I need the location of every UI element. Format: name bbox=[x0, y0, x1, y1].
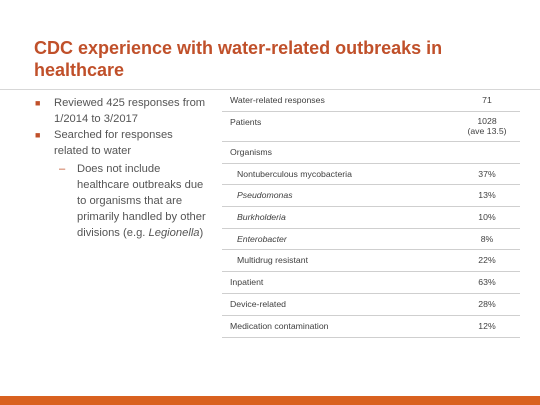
table-row: Inpatient 63% bbox=[222, 271, 520, 294]
row-label: Pseudomonas bbox=[222, 184, 454, 207]
row-value: 13% bbox=[454, 184, 520, 207]
organism-name: Enterobacter bbox=[237, 233, 287, 244]
square-bullet-icon: ■ bbox=[35, 130, 41, 140]
table-row: Patients 1028 (ave 13.5) bbox=[222, 111, 520, 142]
row-value: 37% bbox=[454, 163, 520, 185]
footer-accent-bar bbox=[0, 396, 540, 405]
slide-title: CDC experience with water-related outbre… bbox=[34, 38, 443, 80]
sub-bullet-item: – Does not include healthcare outbreaks … bbox=[35, 161, 210, 241]
sub-bullet-text: Does not include healthcare outbreaks du… bbox=[77, 163, 206, 239]
row-value: 63% bbox=[454, 271, 520, 294]
sub-bullet-end: ) bbox=[199, 227, 204, 239]
row-value: 28% bbox=[454, 293, 520, 316]
table-row: Burkholderia 10% bbox=[222, 206, 520, 229]
row-label: Nontuberculous mycobacteria bbox=[222, 163, 454, 185]
table-row: Medication contamination 12% bbox=[222, 315, 520, 338]
square-bullet-icon: ■ bbox=[35, 98, 41, 108]
bullet-text: Searched for responses related to water bbox=[54, 129, 173, 157]
row-label: Patients bbox=[222, 111, 454, 142]
table-row: Water-related responses 71 bbox=[222, 89, 520, 112]
patients-average: (ave 13.5) bbox=[467, 126, 507, 136]
table-row: Device-related 28% bbox=[222, 293, 520, 316]
row-label: Inpatient bbox=[222, 271, 454, 294]
row-label: Medication contamination bbox=[222, 315, 454, 338]
bullet-item: ■ Searched for responses related to wate… bbox=[35, 127, 210, 159]
outbreak-stats-table: Water-related responses 71 Patients 1028… bbox=[222, 89, 520, 338]
table-row: Organisms bbox=[222, 141, 520, 164]
table-row: Pseudomonas 13% bbox=[222, 184, 520, 207]
row-value bbox=[454, 141, 520, 164]
organism-name: Legionella bbox=[148, 227, 200, 239]
bullet-text: Reviewed 425 responses from 1/2014 to 3/… bbox=[54, 97, 206, 125]
row-label: Organisms bbox=[222, 141, 454, 164]
row-label: Device-related bbox=[222, 293, 454, 316]
organism-name: Pseudomonas bbox=[237, 190, 293, 200]
row-value: 71 bbox=[454, 89, 520, 112]
row-value: 10% bbox=[454, 206, 520, 229]
bullet-list: ■ Reviewed 425 responses from 1/2014 to … bbox=[35, 95, 210, 241]
bullet-item: ■ Reviewed 425 responses from 1/2014 to … bbox=[35, 95, 210, 127]
row-value: 12% bbox=[454, 315, 520, 338]
table-row: Nontuberculous mycobacteria 37% bbox=[222, 163, 520, 185]
row-label: Water-related responses bbox=[222, 89, 454, 112]
organism-name: Burkholderia bbox=[237, 212, 286, 222]
row-value: 22% bbox=[454, 249, 520, 272]
dash-bullet-icon: – bbox=[59, 163, 66, 175]
row-value: 1028 (ave 13.5) bbox=[454, 111, 520, 142]
row-value: 8% bbox=[454, 228, 520, 250]
row-label: Burkholderia bbox=[222, 206, 454, 229]
row-label: Enterobacter bbox=[222, 228, 454, 250]
row-label: Multidrug resistant bbox=[222, 249, 454, 272]
table-row: Enterobacter 8% bbox=[222, 228, 520, 250]
table-row: Multidrug resistant 22% bbox=[222, 249, 520, 272]
patients-count: 1028 bbox=[477, 116, 497, 126]
